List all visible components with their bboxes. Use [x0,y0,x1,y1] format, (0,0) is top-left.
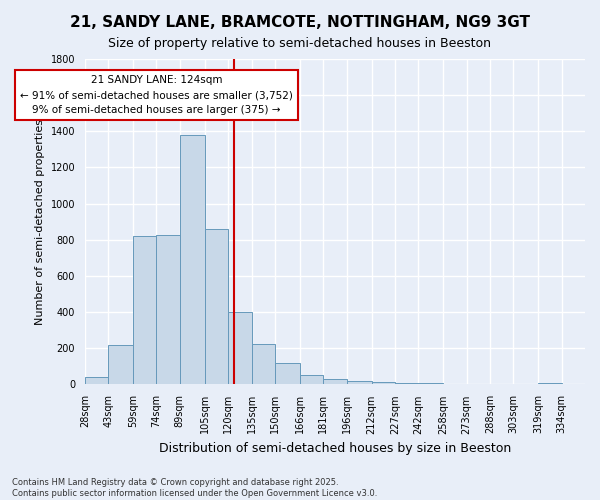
Bar [85,377,108,384]
Bar [347,381,371,384]
Bar [157,236,180,384]
Bar [180,135,205,384]
Bar [108,344,133,385]
Bar [228,312,251,384]
Y-axis label: Number of semi-detached properties: Number of semi-detached properties [35,118,45,324]
Text: 21, SANDY LANE, BRAMCOTE, NOTTINGHAM, NG9 3GT: 21, SANDY LANE, BRAMCOTE, NOTTINGHAM, NG… [70,15,530,30]
Bar [371,382,395,384]
Bar [275,362,300,384]
Text: Contains HM Land Registry data © Crown copyright and database right 2025.
Contai: Contains HM Land Registry data © Crown c… [12,478,377,498]
Bar [538,382,562,384]
Bar [251,344,275,385]
Text: Size of property relative to semi-detached houses in Beeston: Size of property relative to semi-detach… [109,38,491,51]
Bar [418,382,443,384]
Bar [133,236,157,384]
Text: 21 SANDY LANE: 124sqm
← 91% of semi-detached houses are smaller (3,752)
9% of se: 21 SANDY LANE: 124sqm ← 91% of semi-deta… [20,76,293,115]
Bar [323,379,347,384]
Bar [395,382,418,384]
Bar [300,376,323,384]
X-axis label: Distribution of semi-detached houses by size in Beeston: Distribution of semi-detached houses by … [159,442,511,455]
Bar [205,229,228,384]
